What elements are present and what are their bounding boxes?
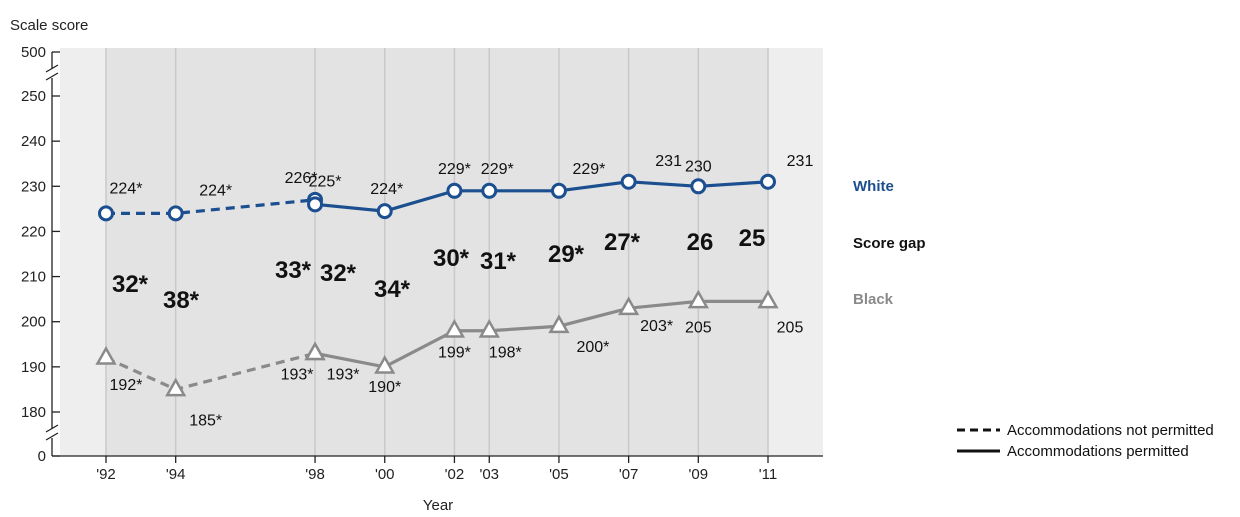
data-label: 192* <box>110 377 143 394</box>
data-label: 224* <box>199 182 232 199</box>
y-tick-label: 230 <box>21 178 46 195</box>
data-point-circle <box>620 173 637 190</box>
data-point-triangle <box>478 318 500 338</box>
y-tick-label: 0 <box>38 448 46 465</box>
x-tick-label: '02 <box>445 466 465 483</box>
axis-break-mark <box>45 64 59 73</box>
x-tick-label: '03 <box>479 466 499 483</box>
data-label: 224* <box>110 180 143 197</box>
x-tick-label: '09 <box>689 466 709 483</box>
legend-label: Accommodations not permitted <box>1007 422 1214 439</box>
legend-label: Accommodations permitted <box>1007 443 1189 460</box>
data-label: 200* <box>576 339 609 356</box>
data-label: 229* <box>481 161 514 178</box>
y-tick-label: 210 <box>21 269 46 286</box>
x-tick-label: '94 <box>166 466 186 483</box>
shaded-region <box>106 48 768 456</box>
data-label: 225* <box>309 173 342 190</box>
data-point-triangle <box>687 289 709 309</box>
data-point-triangle <box>443 318 466 338</box>
data-point-circle <box>550 182 567 199</box>
data-point-triangle <box>548 314 570 334</box>
data-point-triangle <box>757 289 779 309</box>
data-point-triangle <box>617 296 640 316</box>
x-tick-label: '00 <box>375 466 395 483</box>
axis-break-gap <box>48 69 56 78</box>
y-tick-label: 500 <box>21 44 46 61</box>
y-axis-title: Scale score <box>10 17 88 34</box>
score-gap-value: 29* <box>548 241 585 268</box>
score-gap-value: 33* <box>275 257 312 284</box>
x-tick-label: '07 <box>619 466 639 483</box>
score-gap-value: 26 <box>687 229 714 256</box>
data-point-circle <box>481 182 498 199</box>
data-label: 193* <box>327 366 360 383</box>
data-label: 226* <box>285 170 318 187</box>
data-label: 205 <box>685 319 712 336</box>
data-point-circle <box>307 196 324 213</box>
x-tick-label: '11 <box>759 466 777 483</box>
y-tick-label: 200 <box>21 314 46 331</box>
data-point-circle <box>690 178 707 195</box>
axis-break-mark <box>45 424 59 433</box>
data-label: 193* <box>281 366 314 383</box>
data-label: 229* <box>572 161 605 178</box>
data-label: 185* <box>189 412 222 429</box>
series-label-white: White <box>853 178 894 195</box>
data-label: 230 <box>685 158 712 175</box>
y-tick-label: 250 <box>21 88 46 105</box>
data-point-triangle <box>95 345 117 365</box>
series-label-black: Black <box>853 291 894 308</box>
data-label: 190* <box>368 379 401 396</box>
data-label: 199* <box>438 345 471 362</box>
score-gap-value: 25 <box>739 225 766 252</box>
data-point-circle <box>98 205 114 222</box>
data-label: 231 <box>787 153 814 170</box>
y-tick-label: 220 <box>21 223 46 240</box>
data-label: 198* <box>489 345 522 362</box>
data-point-circle <box>760 173 776 190</box>
data-label: 203* <box>640 318 673 335</box>
score-gap-value: 32* <box>112 271 149 298</box>
y-tick-label: 190 <box>21 359 46 376</box>
data-label: 231 <box>655 153 682 170</box>
x-tick-label: '05 <box>549 466 569 483</box>
data-label: 229* <box>438 161 471 178</box>
data-label: 205 <box>777 319 804 336</box>
data-point-triangle <box>304 341 326 361</box>
x-axis-title: Year <box>423 497 453 514</box>
x-tick-label: '92 <box>96 466 116 483</box>
score-gap-value: 27* <box>604 229 641 256</box>
data-point-circle <box>446 182 463 199</box>
score-gap-value: 32* <box>320 260 357 287</box>
axis-break-gap <box>48 429 56 438</box>
x-tick-label: '98 <box>305 466 325 483</box>
data-point-triangle <box>165 377 187 397</box>
series-line-dashed-white <box>106 198 316 215</box>
data-point-circle <box>167 205 184 222</box>
data-label: 224* <box>370 181 403 198</box>
series-line-solid-white <box>314 180 769 213</box>
data-point-triangle <box>374 355 396 374</box>
score-gap-value: 30* <box>433 245 470 272</box>
axis-break-mark <box>45 72 59 81</box>
series-line-solid-black <box>314 299 768 369</box>
y-tick-label: 180 <box>21 404 46 421</box>
y-tick-label: 240 <box>21 133 46 150</box>
score-gap-value: 31* <box>480 248 517 275</box>
score-gap-value: 38* <box>163 287 200 314</box>
score-gap-value: 34* <box>374 276 411 303</box>
data-point-circle <box>376 203 393 220</box>
axis-break-mark <box>45 432 59 441</box>
series-label-score-gap: Score gap <box>853 235 926 252</box>
